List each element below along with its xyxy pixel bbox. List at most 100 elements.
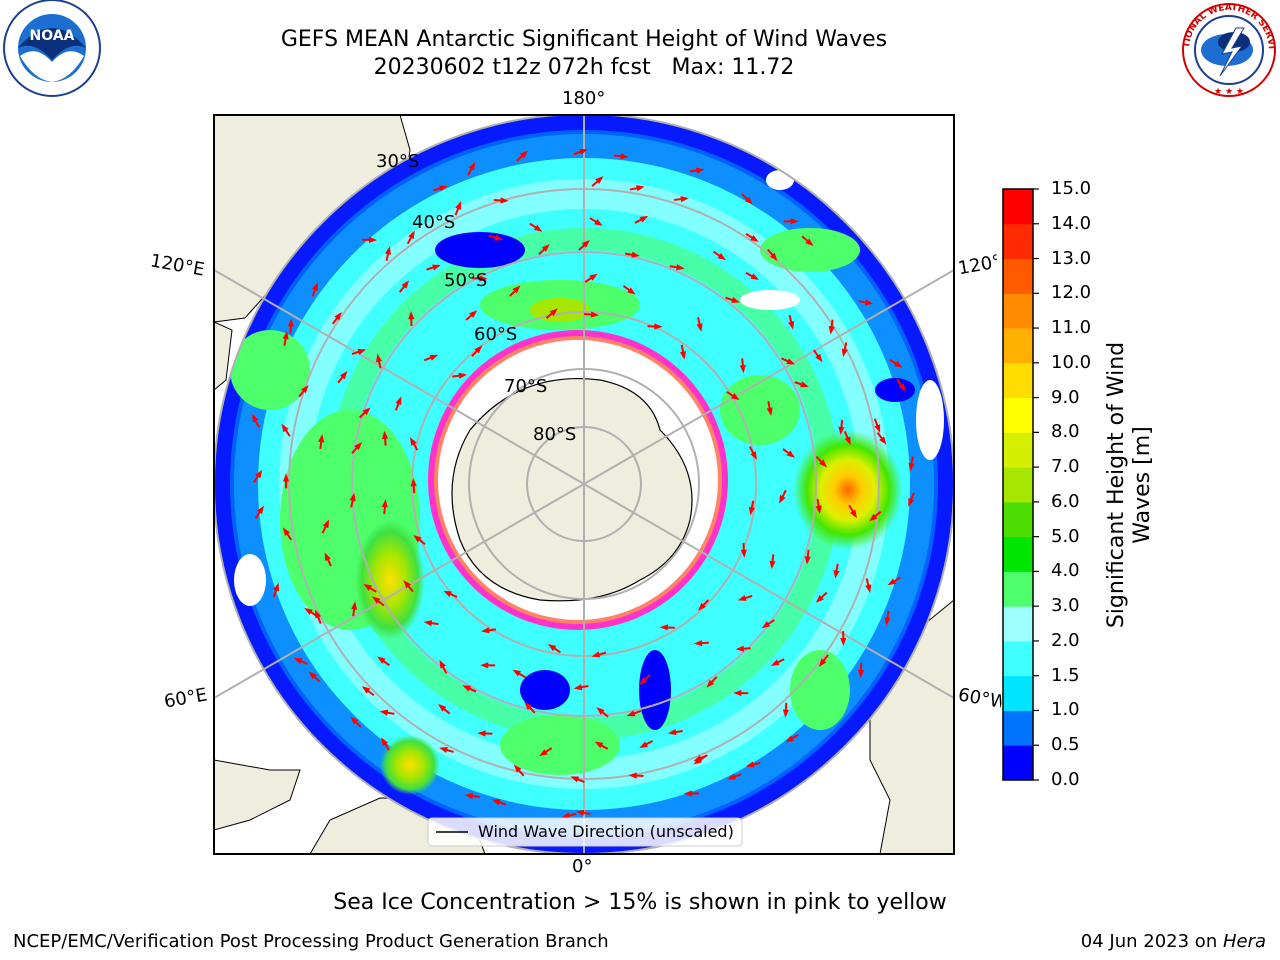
sea-ice-note: Sea Ice Concentration > 15% is shown in … — [333, 890, 947, 915]
wave-direction-arrowhead — [879, 436, 887, 445]
wave-direction-arrowhead — [788, 321, 795, 330]
wave-direction-arrowhead — [322, 519, 330, 529]
colorbar-segment — [1003, 571, 1033, 607]
wave-direction-arrowhead — [596, 707, 605, 715]
colorbar-tick-label: 15.0 — [1051, 178, 1092, 199]
wave-direction-arrowhead — [376, 353, 383, 363]
wave-direction-arrowhead — [636, 185, 645, 192]
wave-direction-arrowhead — [717, 252, 726, 261]
wave-direction-arrowhead — [626, 710, 636, 717]
chart-title: GEFS MEAN Antarctic Significant Height o… — [280, 27, 888, 52]
svg-text:★ ★ ★: ★ ★ ★ — [1214, 87, 1244, 97]
noaa-logo: NOAA — [3, 0, 101, 97]
wave-direction-arrowhead — [573, 684, 583, 691]
map-legend — [427, 817, 743, 847]
wave-direction-arrowhead — [769, 560, 776, 570]
colorbar-segment — [1003, 640, 1033, 677]
wave-direction-arrowhead — [570, 776, 580, 783]
wave-direction-arrowhead — [432, 264, 441, 271]
wave-direction-arrowhead — [413, 534, 422, 543]
wave-direction-arrowhead — [354, 441, 362, 451]
colorbar-tick-label: 14.0 — [1051, 212, 1092, 234]
colorbar-tick-label: 10.0 — [1051, 351, 1092, 373]
wave-direction-arrowhead — [324, 552, 331, 562]
wave-direction-arrowhead — [627, 287, 636, 295]
wave-direction-arrowhead — [384, 246, 392, 255]
map-frame — [213, 114, 955, 855]
wave-direction-arrowhead — [403, 580, 411, 589]
wave-direction-arrowhead — [533, 224, 543, 232]
nws-logo: NATIONAL WEATHER SERVICE ★ ★ ★ — [1178, 0, 1276, 97]
colorbar-segment — [1003, 189, 1033, 225]
wave-direction-arrowhead — [474, 345, 483, 354]
colorbar-segment — [1003, 501, 1033, 538]
colorbar-segment — [1003, 675, 1033, 711]
wave-direction-arrowhead — [840, 637, 847, 647]
wave-direction-arrowhead — [676, 264, 685, 271]
wave-direction-arrowhead — [429, 354, 439, 361]
wave-direction-arrowhead — [727, 773, 736, 780]
wave-direction-arrowhead — [693, 757, 702, 765]
wave-direction-arrowhead — [819, 459, 827, 468]
wave-direction-arrowhead — [491, 799, 501, 806]
wave-direction-arrowhead — [468, 161, 476, 171]
wave-direction-arrowhead — [381, 430, 389, 440]
wave-direction-arrowhead — [595, 176, 604, 184]
colorbar-segment — [1003, 745, 1033, 781]
wave-direction-arrowhead — [639, 677, 648, 686]
colorbar-tick-label: 0.0 — [1051, 769, 1080, 790]
wave-direction-arrowhead — [620, 153, 629, 160]
wave-direction-arrowhead — [744, 196, 753, 205]
wave-direction-arrowhead — [805, 238, 814, 246]
wave-direction-arrowhead — [462, 685, 472, 692]
wave-direction-arrowhead — [782, 709, 789, 718]
lat-label-40s: 40°S — [412, 212, 456, 233]
wave-direction-arrowhead — [748, 506, 755, 516]
wave-direction-arrowhead — [696, 167, 705, 174]
wave-direction-arrowhead — [479, 275, 488, 282]
colorbar-tick-label: 8.0 — [1051, 421, 1080, 443]
colorbar-segment — [1003, 536, 1033, 572]
chart-subtitle: 20230602 t12z 072h fcst Max: 11.72 — [373, 55, 795, 80]
wave-direction-arrowhead — [401, 280, 410, 289]
legend-label: Wind Wave Direction (unscaled) — [478, 822, 734, 841]
wave-direction-arrowhead — [654, 323, 663, 330]
wave-direction-arrowhead — [779, 494, 786, 504]
graticule — [214, 115, 954, 854]
wave-direction-arrowhead — [659, 624, 669, 631]
wave-direction-arrowhead — [683, 790, 693, 797]
wave-direction-arrowhead — [680, 196, 689, 203]
wave-direction-arrowhead — [818, 658, 827, 667]
wave-direction-arrowhead — [887, 578, 897, 586]
wave-direction-arrowhead — [786, 450, 796, 458]
antarctica-land — [451, 377, 693, 602]
wave-direction-arrowhead — [293, 657, 303, 665]
wave-direction-arrowhead — [282, 527, 291, 536]
wave-direction-arrowhead — [833, 570, 840, 579]
wave-direction-arrowhead — [469, 310, 478, 318]
wave-direction-arrowhead — [512, 669, 522, 677]
colorbar-segment — [1003, 362, 1033, 399]
wave-direction-arrowhead — [815, 353, 823, 363]
wave-direction-arrowhead — [308, 671, 317, 680]
wave-direction-arrowhead — [639, 741, 648, 749]
colorbar-tick-label: 12.0 — [1051, 282, 1092, 304]
wave-direction-arrowhead — [790, 218, 799, 225]
wave-direction-arrowhead — [594, 741, 604, 749]
wave-direction-arrowhead — [735, 645, 744, 652]
wave-direction-arrowhead — [539, 749, 548, 757]
wave-direction-arrowhead — [804, 556, 811, 565]
wave-direction-arrowhead — [439, 747, 448, 753]
wave-direction-arrowhead — [464, 792, 474, 800]
wave-direction-arrowhead — [898, 383, 906, 392]
wave-direction-arrowhead — [281, 423, 289, 433]
wave-direction-arrowhead — [408, 310, 415, 320]
wave-direction-arrowhead — [591, 651, 601, 658]
wave-direction-arrowhead — [786, 358, 796, 365]
wave-direction-arrowhead — [706, 679, 715, 688]
wave-direction-arrowhead — [733, 689, 742, 697]
wave-direction-arrowhead — [379, 709, 389, 716]
colorbar-title: Significant Height of Wind Waves [m] — [1104, 341, 1155, 629]
colorbar-tick-label: 5.0 — [1051, 525, 1080, 547]
wave-direction-arrowhead — [865, 584, 872, 593]
